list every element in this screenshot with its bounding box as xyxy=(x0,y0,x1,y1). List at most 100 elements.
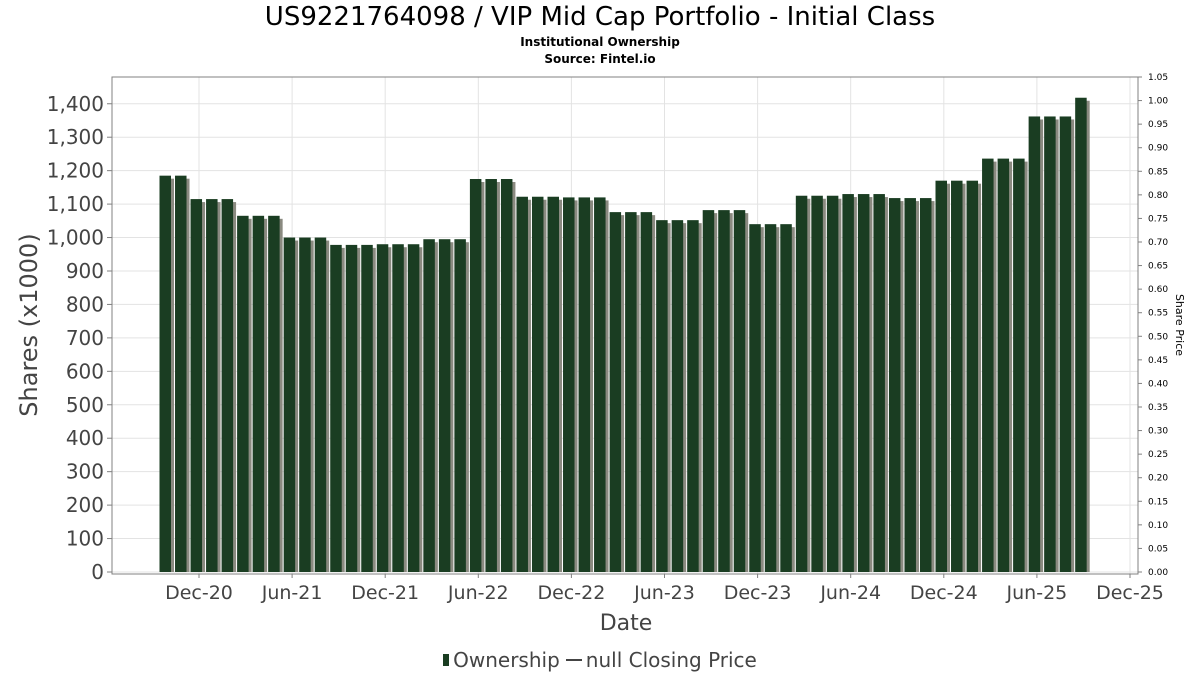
y2-tick-label: 1.05 xyxy=(1148,73,1168,83)
ownership-bar xyxy=(640,212,653,572)
y2-tick-label: 0.55 xyxy=(1148,309,1168,319)
ownership-bar xyxy=(423,239,435,573)
x-axis-label: Date xyxy=(600,611,653,636)
closing-price-legend-line xyxy=(565,659,582,661)
y-tick-label: 200 xyxy=(66,493,104,517)
ownership-legend-swatch xyxy=(443,654,450,666)
y2-tick-label: 0.65 xyxy=(1148,262,1168,272)
ownership-bar xyxy=(656,220,668,572)
ownership-bar xyxy=(826,195,839,573)
ownership-bar xyxy=(888,198,901,572)
ownership-bar xyxy=(268,215,280,573)
y2-tick-label: 0.90 xyxy=(1148,144,1168,154)
ownership-bar xyxy=(982,158,994,573)
ownership-bar xyxy=(1059,116,1072,572)
ownership-bar xyxy=(780,224,792,572)
chart-subtitle-ownership: Institutional Ownership xyxy=(520,35,680,49)
y2-axis-label: Share Price xyxy=(1173,294,1186,356)
x-tick-label: Dec-23 xyxy=(724,582,792,604)
ownership-bar xyxy=(609,212,622,572)
x-tick-label: Dec-24 xyxy=(910,582,978,604)
x-tick-label: Dec-20 xyxy=(165,582,233,604)
ownership-bar xyxy=(314,237,327,573)
ownership-bar xyxy=(252,215,265,573)
ownership-bar xyxy=(221,199,234,572)
ownership-bar xyxy=(919,198,932,572)
x-tick-label: Dec-22 xyxy=(537,582,605,604)
y-axis-label: Shares (x1000) xyxy=(15,233,43,416)
ownership-bar xyxy=(190,199,203,572)
y-tick-label: 1,100 xyxy=(47,192,104,216)
ownership-bar xyxy=(159,175,171,573)
ownership-bar xyxy=(206,199,218,572)
chart-legend: Ownership null Closing Price xyxy=(0,648,1200,672)
x-tick-label: Dec-25 xyxy=(1096,582,1164,604)
y2-tick-label: 0.25 xyxy=(1148,450,1168,460)
ownership-bar xyxy=(578,197,591,573)
y-tick-label: 1,200 xyxy=(47,159,104,183)
ownership-bar xyxy=(547,196,559,572)
y2-tick-label: 0.35 xyxy=(1148,403,1168,413)
ownership-bar xyxy=(283,237,296,573)
ownership-bar xyxy=(330,244,342,572)
y2-tick-label: 0.30 xyxy=(1148,427,1168,437)
y-tick-label: 1,300 xyxy=(47,125,104,149)
ownership-bar xyxy=(175,175,187,573)
y2-tick-label: 0.85 xyxy=(1148,167,1168,177)
ownership-bar xyxy=(454,239,466,573)
y2-tick-label: 0.45 xyxy=(1148,356,1168,366)
ownership-bar xyxy=(997,158,1010,573)
ownership-bar xyxy=(563,197,575,573)
ownership-bar xyxy=(376,244,389,572)
ownership-bar xyxy=(857,194,870,573)
y2-tick-label: 1.00 xyxy=(1148,97,1168,107)
ownership-bar xyxy=(1075,97,1087,573)
y2-tick-label: 0.10 xyxy=(1148,521,1168,531)
y2-tick-label: 0.70 xyxy=(1148,238,1168,248)
x-tick-label: Jun-23 xyxy=(633,582,695,604)
ownership-bar xyxy=(500,179,513,572)
chart-title: US9221764098 / VIP Mid Cap Portfolio - I… xyxy=(264,2,936,32)
y-tick-label: 800 xyxy=(66,292,104,316)
ownership-bar xyxy=(671,220,684,572)
ownership-bar xyxy=(904,198,916,572)
ownership-bar xyxy=(951,180,963,572)
ownership-bar xyxy=(485,179,497,572)
x-tick-label: Jun-21 xyxy=(261,582,323,604)
x-tick-label: Jun-25 xyxy=(1006,582,1068,604)
ownership-bar xyxy=(1044,116,1056,572)
chart-subtitle-source: Source: Fintel.io xyxy=(544,52,656,66)
ownership-bar xyxy=(811,195,823,573)
ownership-bar xyxy=(407,244,420,572)
y2-tick-label: 0.50 xyxy=(1148,332,1168,342)
ownership-bar xyxy=(392,244,404,572)
ownership-bar xyxy=(764,224,777,572)
y-tick-label: 1,400 xyxy=(47,92,104,116)
ownership-bar xyxy=(594,197,606,573)
ownership-bar xyxy=(795,195,808,573)
ownership-bar xyxy=(438,239,451,573)
x-tick-label: Dec-21 xyxy=(351,582,419,604)
ownership-bar xyxy=(469,179,482,572)
ownership-bar xyxy=(733,210,746,572)
ownership-bar xyxy=(625,212,637,572)
y2-tick-label: 0.20 xyxy=(1148,474,1168,484)
ownership-bar xyxy=(749,224,761,572)
ownership-bar xyxy=(531,196,544,572)
y2-tick-label: 0.05 xyxy=(1148,544,1168,554)
ownership-bar xyxy=(842,194,854,573)
y2-tick-label: 0.40 xyxy=(1148,379,1168,389)
x-tick-label: Jun-22 xyxy=(447,582,509,604)
legend-closing-price: null Closing Price xyxy=(585,648,757,672)
y2-tick-label: 0.15 xyxy=(1148,497,1168,507)
y-tick-label: 300 xyxy=(66,460,104,484)
y2-tick-label: 0.75 xyxy=(1148,214,1168,224)
y-tick-label: 600 xyxy=(66,359,104,383)
y-tick-label: 500 xyxy=(66,393,104,417)
ownership-bar xyxy=(345,244,358,572)
ownership-bar xyxy=(702,210,715,572)
plot-area xyxy=(111,76,1139,575)
ownership-bar xyxy=(687,220,699,572)
ownership-bar xyxy=(966,180,979,572)
ownership-bar xyxy=(935,180,947,572)
